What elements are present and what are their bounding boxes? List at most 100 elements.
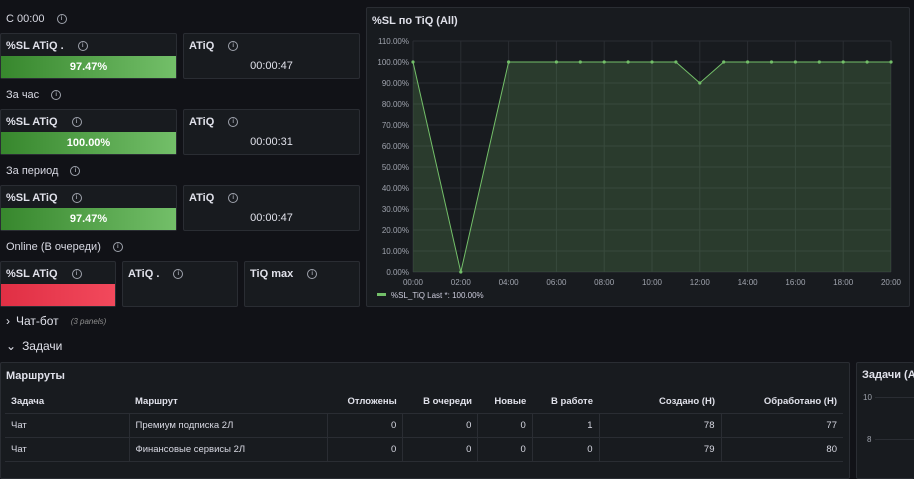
row-tasks[interactable]: ⌄ Задачи (6, 339, 63, 353)
data-point (865, 60, 869, 64)
column-header[interactable]: Новые (477, 389, 533, 414)
column-header[interactable]: В очереди (402, 389, 478, 414)
column-header[interactable]: Обработано (Н) (721, 389, 843, 414)
table-cell: Чат (5, 413, 130, 438)
table-cell: 0 (327, 437, 404, 462)
y-tick-label: 100.00% (377, 58, 409, 67)
chart-title: %SL по TiQ (All) (372, 15, 458, 27)
x-tick-label: 20:00 (881, 278, 902, 287)
table-cell: 0 (477, 413, 533, 438)
info-icon[interactable]: i (307, 269, 318, 279)
panel-o-tiq[interactable]: TiQ max i (244, 261, 360, 307)
section-c0000: С 00:00 i (6, 13, 67, 25)
row-chatbot[interactable]: › Чат-бот (3 panels) (6, 314, 107, 328)
routes-table: Задача Маршрут Отложены В очереди Новые … (5, 389, 843, 462)
info-icon[interactable]: i (228, 193, 239, 203)
panel-o-atiq[interactable]: ATiQ .i (122, 261, 238, 307)
table-cell: 77 (721, 413, 843, 438)
chevron-down-icon: ⌄ (6, 339, 17, 353)
grid-line (875, 439, 914, 440)
info-icon[interactable]: i (71, 193, 82, 203)
section-period: За период i (6, 165, 81, 177)
panel-h-sl[interactable]: %SL ATiQ i 100.00% (0, 109, 177, 155)
y-tick-label: 30.00% (382, 205, 409, 214)
column-header[interactable]: Маршрут (129, 389, 327, 414)
table-cell: 0 (477, 437, 533, 462)
table-header-row: Задача Маршрут Отложены В очереди Новые … (5, 389, 843, 414)
panel-c-sl[interactable]: %SL ATiQ .i 97.47% (0, 33, 177, 79)
x-tick-label: 08:00 (594, 278, 615, 287)
data-point (817, 60, 821, 64)
series-line (412, 61, 891, 273)
data-point (698, 81, 702, 85)
x-tick-label: 16:00 (785, 278, 806, 287)
panel-p-sl[interactable]: %SL ATiQ i 97.47% (0, 185, 177, 231)
info-icon[interactable]: i (71, 269, 82, 279)
table-row[interactable]: Чат Финансовые сервисы 2Л 0 0 0 0 79 80 (5, 437, 843, 462)
table-cell: 79 (599, 437, 722, 462)
data-point (650, 60, 654, 64)
tasks-panel[interactable]: Задачи (All) 10 8 (856, 362, 914, 479)
data-point (674, 60, 678, 64)
table-cell: 0 (327, 413, 404, 438)
column-header[interactable]: Задача (5, 389, 129, 414)
column-header[interactable]: Создано (Н) (599, 389, 721, 414)
y-tick-label: 90.00% (382, 79, 409, 88)
data-point (889, 60, 893, 64)
tick-label: 8 (867, 435, 872, 444)
info-icon[interactable]: i (70, 166, 81, 176)
table-cell: 80 (721, 437, 843, 462)
x-tick-label: 18:00 (833, 278, 854, 287)
tick-label: 10 (863, 393, 872, 402)
x-tick-label: 02:00 (451, 278, 472, 287)
y-tick-label: 10.00% (382, 247, 409, 256)
info-icon[interactable]: i (56, 14, 67, 24)
panel-c-atiq[interactable]: ATiQ i 00:00:47 (183, 33, 360, 79)
x-tick-label: 00:00 (403, 278, 424, 287)
info-icon[interactable]: i (71, 117, 82, 127)
x-tick-label: 04:00 (499, 278, 520, 287)
table-cell: 0 (402, 437, 479, 462)
table-cell: Чат (5, 437, 130, 462)
routes-title: Маршруты (6, 370, 65, 382)
column-header[interactable]: В работе (532, 389, 599, 414)
info-icon[interactable]: i (173, 269, 184, 279)
y-tick-label: 20.00% (382, 226, 409, 235)
x-tick-label: 10:00 (642, 278, 663, 287)
data-point (554, 60, 558, 64)
section-online: Online (В очереди) i (6, 241, 123, 253)
atiq-value: 00:00:47 (250, 212, 293, 224)
sl-bar: 97.47% (1, 56, 176, 78)
panel-h-atiq[interactable]: ATiQ i 00:00:31 (183, 109, 360, 155)
data-point (626, 60, 630, 64)
info-icon[interactable]: i (228, 117, 239, 127)
info-icon[interactable]: i (51, 90, 62, 100)
table-cell: Финансовые сервисы 2Л (129, 437, 328, 462)
data-point (578, 60, 582, 64)
panel-o-sl[interactable]: %SL ATiQ i (0, 261, 116, 307)
data-point (459, 270, 463, 274)
info-icon[interactable]: i (228, 41, 239, 51)
data-point (602, 60, 606, 64)
atiq-value: 00:00:47 (250, 60, 293, 72)
panel-p-atiq[interactable]: ATiQ i 00:00:47 (183, 185, 360, 231)
sl-bar: 97.47% (1, 208, 176, 230)
info-icon[interactable]: i (112, 242, 123, 252)
series-area (413, 62, 891, 272)
data-point (411, 60, 415, 64)
table-cell: Премиум подписка 2Л (129, 413, 328, 438)
column-header[interactable]: Отложены (327, 389, 403, 414)
data-point (841, 60, 845, 64)
table-row[interactable]: Чат Премиум подписка 2Л 0 0 0 1 78 77 (5, 413, 843, 438)
sl-line-chart: 110.00% 100.00% 90.00% 80.00% 70.00% 60.00% 50… (377, 37, 902, 300)
data-point (769, 60, 774, 64)
data-point (722, 60, 726, 64)
x-tick-label: 14:00 (738, 278, 759, 287)
routes-panel[interactable]: Маршруты Задача Маршрут Отложены В очере… (0, 362, 850, 479)
table-cell: 0 (532, 437, 600, 462)
chart-panel[interactable]: %SL по TiQ (All) 110.00% 100.00% 90.00% 80.… (366, 7, 910, 307)
sl-bar (1, 284, 115, 306)
info-icon[interactable]: i (77, 41, 88, 51)
x-tick-label: 06:00 (546, 278, 567, 287)
tasks-title: Задачи (All) (862, 369, 914, 381)
